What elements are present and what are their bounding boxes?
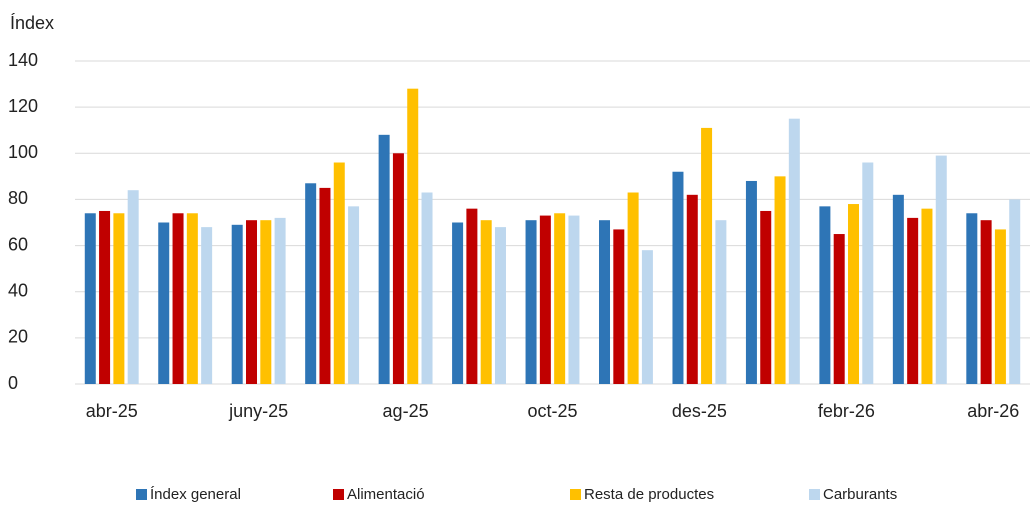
bar	[305, 183, 317, 384]
bar	[113, 213, 125, 384]
bar	[378, 134, 390, 384]
bar	[407, 88, 419, 384]
bar	[525, 220, 537, 384]
bar	[686, 194, 698, 384]
y-tick-label: 40	[8, 280, 28, 300]
y-tick-label: 20	[8, 327, 28, 347]
bar	[172, 213, 184, 384]
y-tick-label: 80	[8, 188, 28, 208]
bar	[392, 153, 404, 384]
bar	[907, 217, 919, 384]
legend-swatch	[333, 489, 344, 500]
bar	[274, 217, 286, 384]
bar	[788, 118, 800, 384]
bar	[494, 227, 506, 384]
bar	[1009, 199, 1021, 384]
legend-swatch	[570, 489, 581, 500]
bar	[892, 194, 904, 384]
x-tick-label: abr-26	[967, 401, 1019, 421]
x-tick-label: oct-25	[527, 401, 577, 421]
bar	[627, 192, 639, 384]
legend-label: Carburants	[823, 486, 897, 503]
bar	[186, 213, 198, 384]
bar	[994, 229, 1006, 384]
bar	[319, 187, 331, 384]
y-tick-label: 100	[8, 142, 38, 162]
bar	[348, 206, 360, 384]
bar	[833, 234, 845, 384]
bar	[539, 215, 551, 384]
legend-label: Resta de productes	[584, 486, 714, 503]
x-tick-label: juny-25	[228, 401, 288, 421]
bar	[599, 220, 611, 384]
bar	[672, 171, 684, 384]
bar	[921, 208, 933, 384]
y-tick-label: 120	[8, 96, 38, 116]
bar	[554, 213, 566, 384]
legend-label: Alimentació	[347, 486, 425, 503]
bar	[127, 190, 139, 384]
bar	[980, 220, 992, 384]
bar	[480, 220, 492, 384]
bar	[231, 224, 243, 384]
bar	[819, 206, 831, 384]
bar	[715, 220, 727, 384]
x-tick-label: ag-25	[383, 401, 429, 421]
y-tick-label: 0	[8, 373, 18, 393]
bar	[99, 210, 111, 384]
bar	[701, 127, 713, 385]
bar	[466, 208, 478, 384]
x-tick-label: febr-26	[818, 401, 875, 421]
bar	[84, 213, 96, 384]
bar	[847, 204, 859, 384]
legend-swatch	[136, 489, 147, 500]
x-tick-label: des-25	[672, 401, 727, 421]
bar	[745, 180, 757, 384]
bar	[333, 162, 345, 384]
y-axis-title: Índex	[10, 13, 54, 33]
bar	[862, 162, 874, 384]
bar	[452, 222, 464, 384]
bar	[568, 215, 580, 384]
bar	[935, 155, 947, 384]
bar	[966, 213, 978, 384]
x-tick-label: abr-25	[86, 401, 138, 421]
bar	[260, 220, 272, 384]
bar	[158, 222, 170, 384]
bar	[421, 192, 433, 384]
y-tick-label: 140	[8, 50, 38, 70]
bar	[246, 220, 258, 384]
bar	[760, 210, 772, 384]
y-tick-label: 60	[8, 234, 28, 254]
bar	[641, 250, 653, 384]
legend-swatch	[809, 489, 820, 500]
bar	[774, 176, 786, 384]
legend-label: Índex general	[150, 486, 241, 503]
bar	[613, 229, 625, 384]
bar	[201, 227, 213, 384]
